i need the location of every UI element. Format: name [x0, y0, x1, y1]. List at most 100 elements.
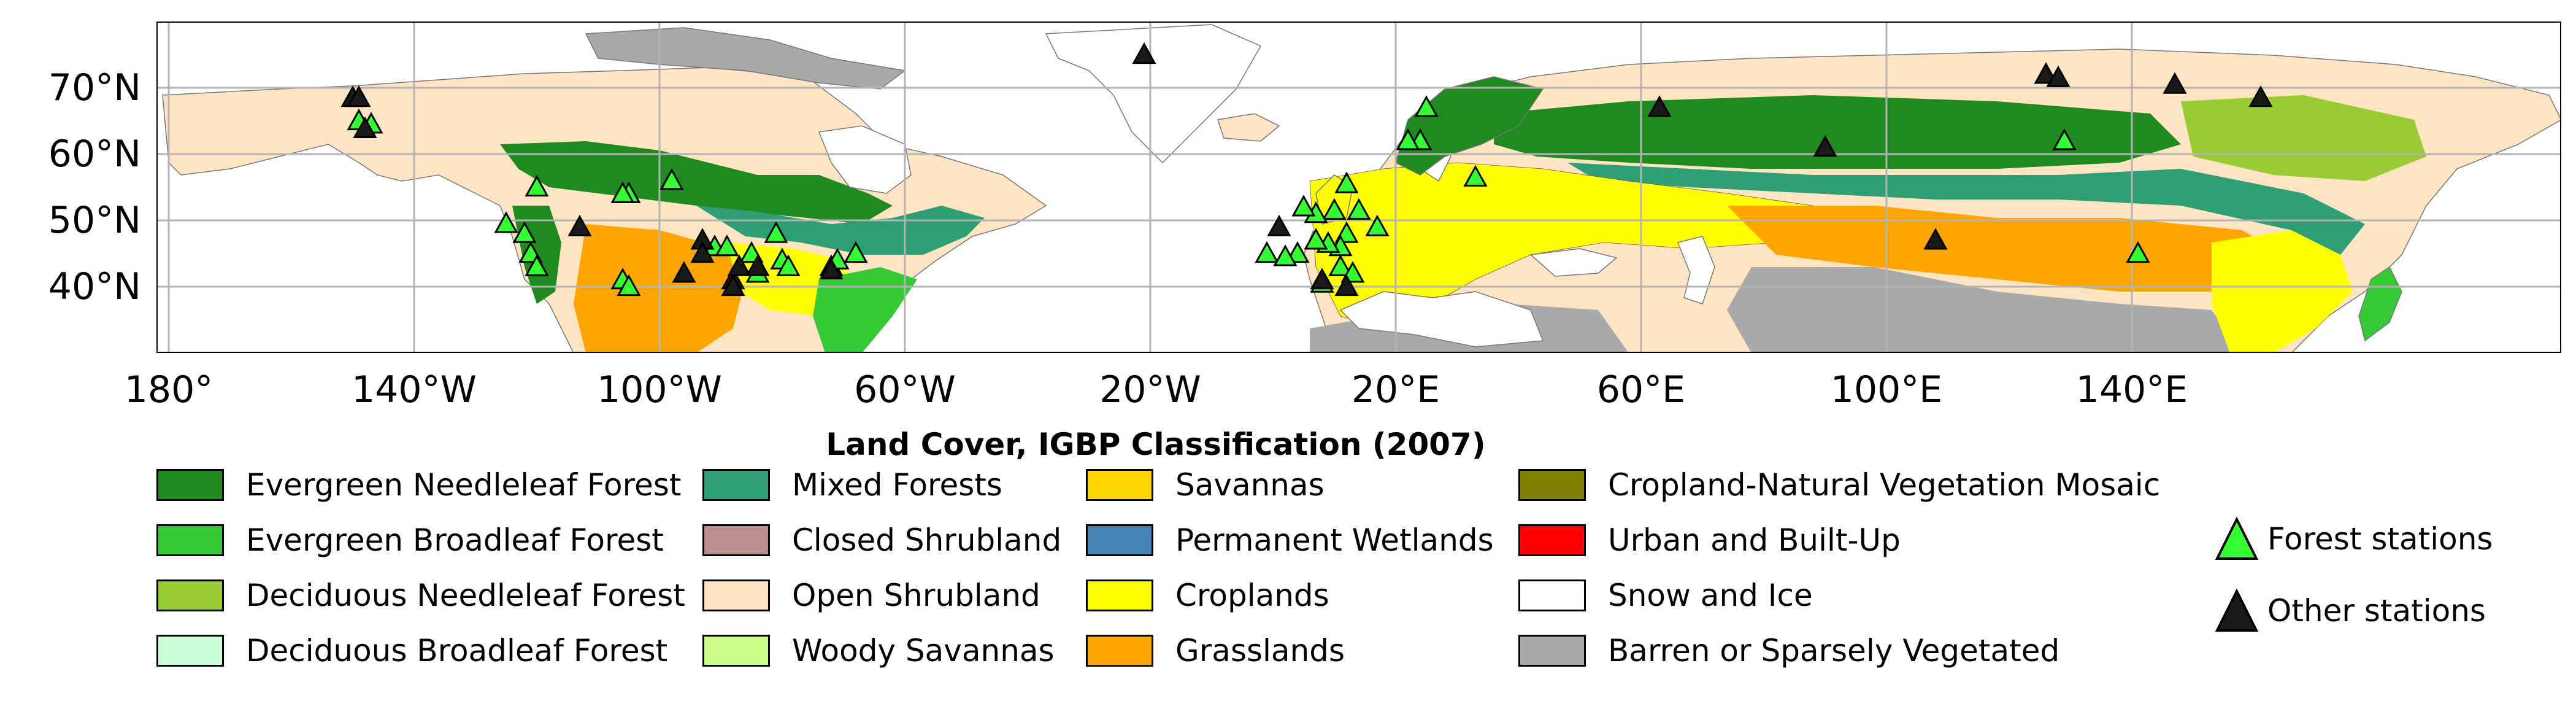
japan	[2358, 266, 2402, 342]
other-station-marker	[2046, 65, 2070, 87]
graticule	[156, 21, 2561, 353]
other-station-marker	[2163, 72, 2187, 94]
forest-station-marker	[525, 254, 549, 276]
greenland	[1045, 24, 1262, 164]
other-station-marker	[690, 241, 715, 263]
legend-swatch	[1518, 469, 1586, 501]
forest-station-marker	[1291, 195, 1316, 217]
legend-item: Deciduous Needleleaf Forest	[156, 578, 685, 613]
latitude-tick-label: 60°N	[48, 133, 141, 176]
latitude-tick-label: 70°N	[48, 66, 141, 109]
arctic-islands	[585, 27, 906, 90]
legend-item: Grasslands	[1086, 633, 1345, 669]
mediterranean-sea	[1339, 291, 1544, 347]
central-asia-grasslands	[1727, 206, 2304, 292]
forest-station-marker	[610, 181, 635, 203]
legend-swatch	[702, 524, 770, 556]
legend-item: Urban and Built-Up	[1518, 522, 1901, 558]
other-station-marker	[1334, 274, 1359, 296]
latitude-tick-label: 50°N	[48, 199, 141, 242]
forest-station-marker	[1328, 254, 1353, 276]
longitude-tick-label: 20°W	[1099, 368, 1201, 411]
longitude-tick-label: 180°	[124, 368, 213, 411]
other-station-marker	[745, 254, 770, 276]
legend-item: Open Shrubland	[702, 578, 1040, 613]
siberia-larch	[2181, 95, 2426, 181]
forest-station-marker	[776, 254, 801, 276]
legend-label: Closed Shrubland	[792, 522, 1062, 558]
legend-swatch	[1518, 579, 1586, 611]
legend-label: Mixed Forests	[792, 467, 1002, 503]
legend-label: Open Shrubland	[792, 578, 1040, 613]
legend-item: Cropland-Natural Vegetation Mosaic	[1518, 467, 2160, 503]
stations-layer	[340, 42, 2273, 296]
black-sea	[1529, 248, 1618, 277]
legend-item: Evergreen Broadleaf Forest	[156, 522, 664, 558]
legend-swatch	[1518, 524, 1586, 556]
legend-label: Savannas	[1175, 467, 1325, 503]
legend-label: Woody Savannas	[792, 633, 1055, 669]
forest-station-marker	[764, 221, 788, 243]
legend-swatch	[156, 579, 224, 611]
legend-swatch	[156, 635, 224, 667]
legend-item: Permanent Wetlands	[1086, 522, 1494, 558]
legend-other-stations: Other stations	[2215, 589, 2486, 633]
legend-swatch	[1086, 469, 1153, 501]
other-station-marker	[819, 257, 844, 280]
other-station-marker	[672, 261, 696, 283]
legend-item: Closed Shrubland	[702, 522, 1062, 558]
forest-station-marker	[1365, 214, 1390, 236]
legend-item: Croplands	[1086, 578, 1329, 613]
forest-station-marker	[2126, 241, 2150, 263]
legend-label: Deciduous Needleleaf Forest	[246, 578, 685, 613]
forest-station-marker	[1322, 198, 1347, 220]
china-croplands	[2212, 230, 2353, 353]
legend-label: Evergreen Needleleaf Forest	[246, 467, 682, 503]
other-station-marker	[1923, 228, 1948, 250]
legend-item: Savannas	[1086, 467, 1325, 503]
forest-station-marker	[844, 241, 868, 263]
other-station-marker	[2034, 62, 2058, 84]
legend-swatch	[1518, 635, 1586, 667]
latitude-tick-label: 40°N	[48, 265, 141, 308]
longitude-tick-label: 100°W	[597, 368, 722, 411]
forest-station-marker	[1285, 241, 1310, 263]
legend-swatch	[702, 469, 770, 501]
us-east-forest	[813, 267, 917, 353]
legend-label: Croplands	[1175, 578, 1329, 613]
land-cover-map	[156, 21, 2561, 353]
other-station-marker	[1267, 214, 1291, 236]
eurasia-mixed	[1567, 163, 2365, 255]
forest-station-marker	[512, 221, 537, 243]
legend-label: Urban and Built-Up	[1608, 522, 1901, 558]
triangle-up-icon	[2215, 589, 2259, 632]
forest-station-marker	[1273, 244, 1298, 266]
legend-swatch	[1086, 635, 1153, 667]
other-station-marker	[1813, 135, 1837, 157]
legend-item: Barren or Sparsely Vegetated	[1518, 633, 2060, 669]
other-station-marker	[1132, 42, 1156, 64]
other-station-marker	[567, 214, 592, 236]
longitude-tick-label: 60°E	[1596, 368, 1686, 411]
legend-label: Deciduous Broadleaf Forest	[246, 633, 668, 669]
forest-station-marker	[1347, 198, 1371, 220]
forest-station-marker	[1396, 128, 1420, 150]
other-station-marker	[1647, 95, 1672, 117]
legend-item: Snow and Ice	[1518, 578, 1813, 613]
longitude-tick-label: 140°W	[352, 368, 477, 411]
legend-label: Barren or Sparsely Vegetated	[1608, 633, 2060, 669]
other-station-marker	[727, 254, 752, 276]
forest-station-marker	[1334, 171, 1359, 193]
forest-station-marker	[659, 168, 684, 190]
legend-item: Evergreen Needleleaf Forest	[156, 467, 682, 503]
legend-label: Grasslands	[1175, 633, 1345, 669]
station-legend-marker	[2215, 589, 2259, 632]
legend-swatch	[156, 524, 224, 556]
legend-item: Mixed Forests	[702, 467, 1002, 503]
longitude-tick-label: 60°W	[854, 368, 956, 411]
other-station-marker	[721, 274, 745, 296]
north-america-boreal	[500, 141, 893, 224]
north-america-mixed	[696, 206, 985, 255]
iceland	[1217, 113, 1280, 142]
